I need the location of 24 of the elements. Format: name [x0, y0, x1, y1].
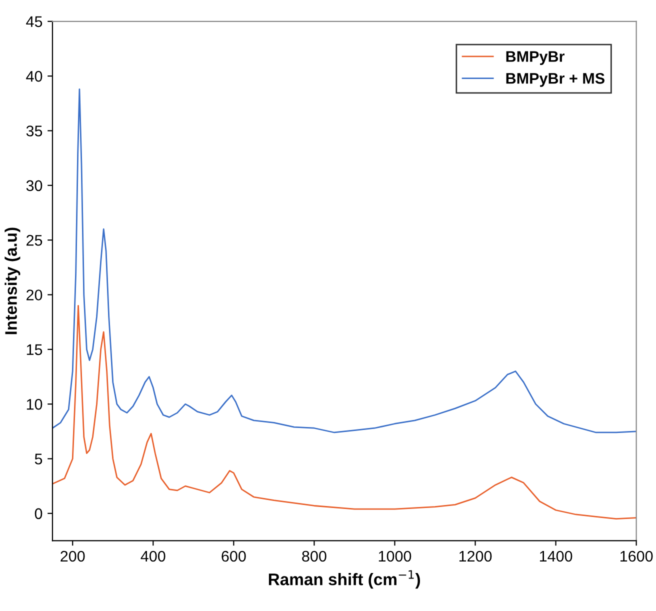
x-tick-label: 200: [60, 550, 85, 562]
y-tick-label: 25: [26, 234, 42, 246]
x-tick-label: 1400: [540, 550, 572, 562]
line-series: [52, 88, 636, 434]
y-tick-label: 35: [26, 126, 42, 136]
y-tick-label: 45: [26, 16, 42, 28]
y-tick-label: 15: [26, 344, 42, 356]
x-tick-label: 800: [302, 550, 326, 562]
x-axis-title: Raman shift (cm$^{−1}$): [268, 570, 420, 589]
x-tick-label: 1000: [378, 550, 412, 562]
x-tick-label: 1200: [459, 550, 492, 562]
y-tick-label: 30: [26, 180, 42, 192]
legend-label: BMPyBr: [506, 51, 564, 65]
y-tick-label: 5: [34, 454, 42, 464]
x-tick-label: 1600: [620, 550, 653, 562]
legend-label: BMPyBr + MS: [506, 73, 604, 87]
x-tick-label: 600: [222, 550, 246, 562]
line-series: [52, 304, 636, 520]
y-tick-label: 0: [34, 508, 42, 520]
x-tick-label: 400: [140, 550, 166, 562]
y-axis-title: Intensity (a.u): [4, 228, 20, 334]
y-tick-label: 20: [26, 290, 42, 300]
y-tick-label: 40: [26, 70, 42, 82]
y-tick-label: 10: [26, 398, 42, 410]
